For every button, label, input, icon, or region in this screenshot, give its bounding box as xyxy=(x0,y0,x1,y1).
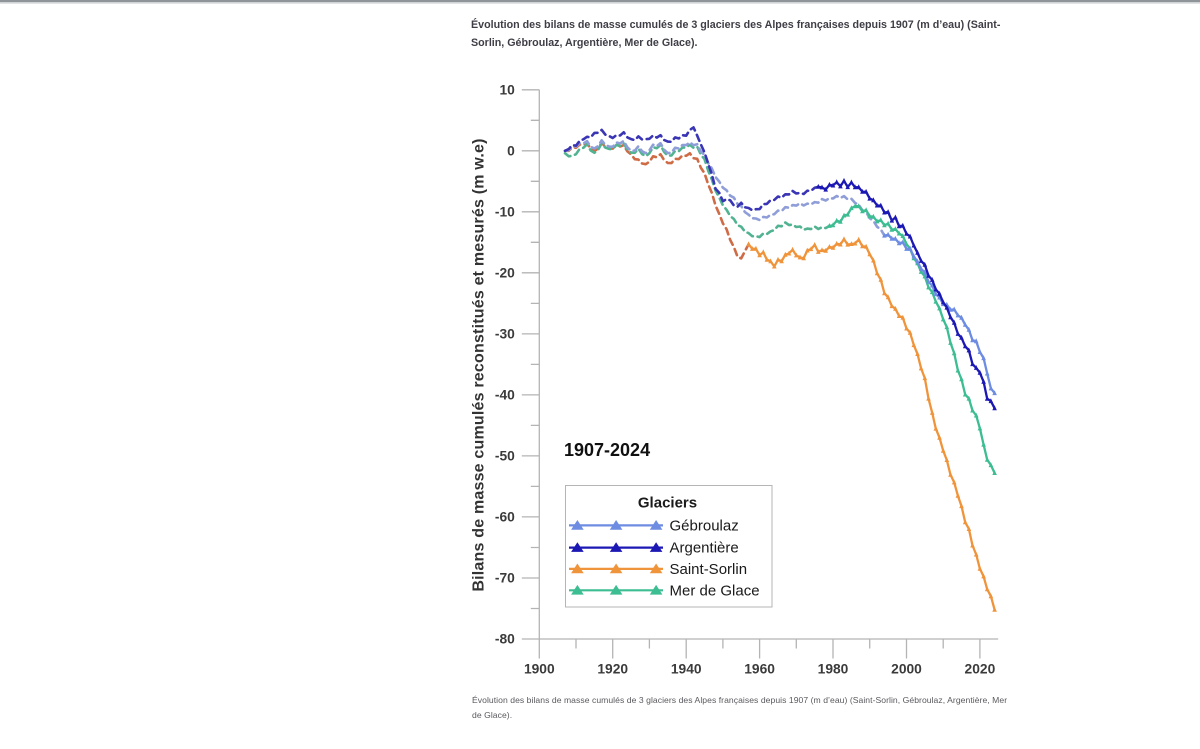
svg-text:1940: 1940 xyxy=(671,662,702,677)
svg-text:-50: -50 xyxy=(495,449,515,464)
svg-text:0: 0 xyxy=(507,144,515,159)
svg-text:1907-2024: 1907-2024 xyxy=(564,440,650,460)
svg-text:Mer de Glace: Mer de Glace xyxy=(670,582,760,599)
svg-text:Argentière: Argentière xyxy=(670,540,739,557)
svg-text:Gébroulaz: Gébroulaz xyxy=(670,517,739,534)
svg-text:1960: 1960 xyxy=(744,662,775,677)
svg-text:1980: 1980 xyxy=(818,662,849,677)
svg-text:1920: 1920 xyxy=(597,662,628,677)
svg-text:-30: -30 xyxy=(495,327,515,342)
svg-text:10: 10 xyxy=(499,83,515,98)
svg-text:-10: -10 xyxy=(495,205,515,220)
svg-text:-20: -20 xyxy=(495,266,515,281)
svg-text:1900: 1900 xyxy=(524,662,555,677)
svg-text:-40: -40 xyxy=(495,388,515,403)
svg-text:2020: 2020 xyxy=(965,662,996,677)
svg-text:-60: -60 xyxy=(495,510,515,525)
svg-text:2000: 2000 xyxy=(891,662,922,677)
svg-text:-70: -70 xyxy=(495,571,515,586)
svg-text:-80: -80 xyxy=(495,632,515,647)
svg-text:Glaciers: Glaciers xyxy=(638,495,697,512)
svg-text:Bilans de masse cumulés recons: Bilans de masse cumulés reconstitués et … xyxy=(471,138,488,591)
svg-text:Saint-Sorlin: Saint-Sorlin xyxy=(670,561,748,578)
